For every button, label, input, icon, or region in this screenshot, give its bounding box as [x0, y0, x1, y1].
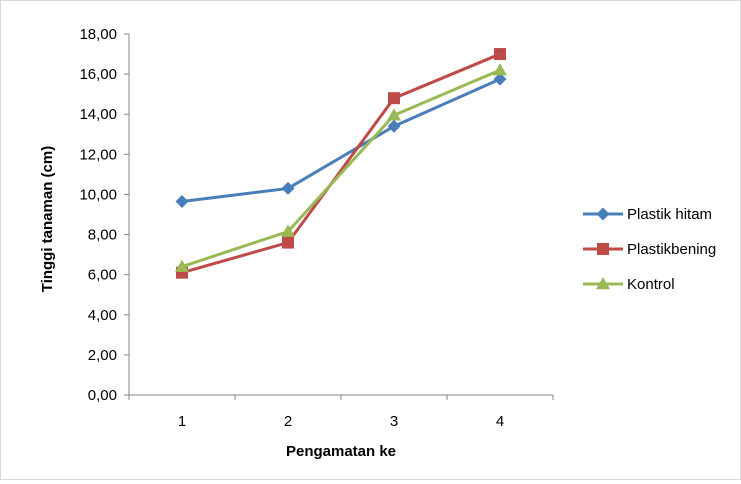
y-tick-label: 12,00	[79, 146, 117, 163]
x-tick-label: 1	[178, 413, 186, 430]
y-axis-title: Tinggi tanaman (cm)	[39, 146, 56, 292]
legend: Plastik hitam Plastikbening Kontrol	[583, 206, 716, 293]
data-point	[387, 108, 401, 121]
y-tick-label: 0,00	[88, 387, 117, 404]
series-line	[181, 52, 501, 275]
x-tick-label: 2	[284, 413, 292, 430]
y-tick-label: 18,00	[79, 26, 117, 43]
legend-item: Plastikbening	[583, 241, 716, 258]
data-point	[175, 194, 189, 208]
series-1	[175, 72, 507, 208]
legend-label: Plastik hitam	[627, 206, 712, 223]
x-tick-label: 4	[496, 413, 504, 430]
y-axis-ticks: 0,00 2,00 4,00 6,00 8,00 10,00 12,00 14,00 16,00…	[79, 26, 129, 404]
x-tick-label: 3	[390, 413, 398, 430]
series-layer	[175, 48, 507, 279]
series-line	[181, 68, 501, 269]
y-tick-label: 4,00	[88, 307, 117, 324]
legend-marker	[596, 277, 610, 290]
data-point	[387, 119, 401, 133]
axes	[128, 34, 553, 396]
y-tick-label: 16,00	[79, 66, 117, 83]
y-tick-label: 2,00	[88, 347, 117, 364]
y-tick-label: 10,00	[79, 186, 117, 203]
y-tick-label: 6,00	[88, 267, 117, 284]
y-tick-label: 14,00	[79, 106, 117, 123]
series-3	[175, 63, 507, 272]
data-point	[282, 236, 294, 249]
data-point	[493, 63, 507, 76]
series-2	[176, 48, 506, 279]
data-point	[281, 181, 295, 195]
legend-label: Kontrol	[627, 276, 675, 293]
y-tick-label: 8,00	[88, 227, 117, 244]
legend-item: Kontrol	[583, 276, 675, 293]
data-point	[494, 48, 506, 61]
legend-label: Plastikbening	[627, 241, 716, 258]
data-point	[281, 224, 295, 237]
legend-item: Plastik hitam	[583, 206, 712, 223]
x-axis-title: Pengamatan ke	[286, 443, 396, 460]
x-axis-ticks: 1 2 3 4	[128, 395, 554, 430]
legend-marker	[596, 207, 610, 221]
data-point	[175, 259, 189, 272]
series-line	[181, 77, 501, 203]
data-point	[493, 72, 507, 86]
data-point	[388, 92, 400, 105]
legend-marker	[597, 243, 609, 255]
